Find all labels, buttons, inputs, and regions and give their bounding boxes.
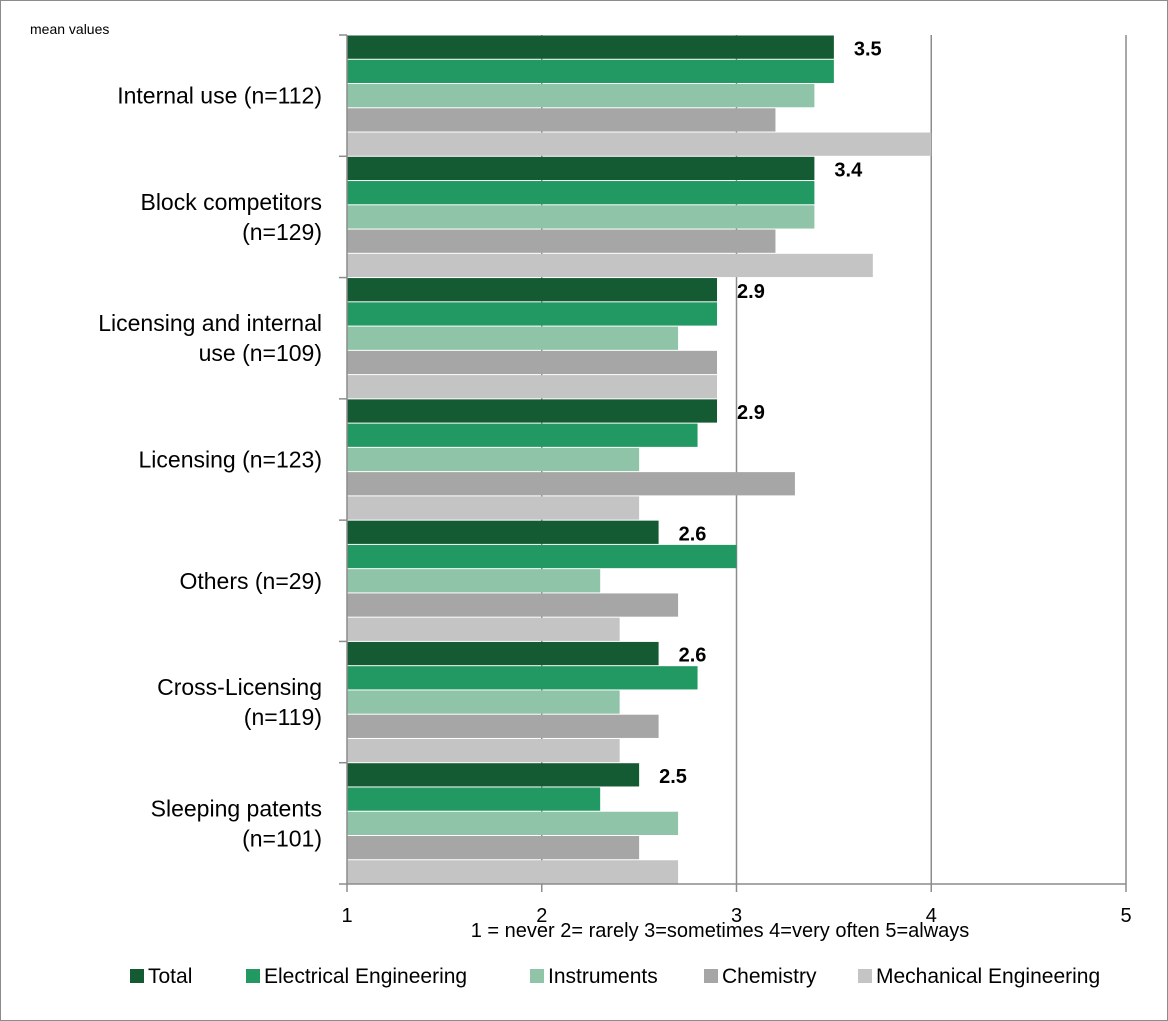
- x-tick-label: 2: [536, 905, 547, 927]
- category-label: (n=129): [242, 219, 322, 245]
- bar: [347, 544, 737, 569]
- bar: [347, 253, 873, 278]
- legend-swatch: [130, 969, 144, 983]
- y-axis-label: mean values: [30, 21, 109, 37]
- bar: [347, 59, 834, 84]
- bar: [347, 181, 815, 205]
- x-tick-label: 3: [731, 905, 742, 927]
- data-label: 2.6: [679, 523, 707, 545]
- category-label: Licensing and internal: [98, 310, 322, 336]
- category-label: Block competitors: [140, 189, 322, 215]
- bar: [347, 690, 620, 714]
- bar: [347, 835, 640, 860]
- bar: [347, 326, 679, 350]
- data-label: 2.9: [737, 402, 765, 424]
- bar: [347, 763, 640, 787]
- legend-swatch: [530, 969, 544, 983]
- labels: 1 2 3 4 5 3.5 Internal use (n=112) 3.4 Block com…: [98, 38, 1131, 927]
- category-label: Others (n=29): [179, 568, 322, 594]
- x-axis-label: 1 = never 2= rarely 3=sometimes 4=very o…: [471, 920, 970, 942]
- legend-label: Electrical Engineering: [264, 965, 467, 988]
- bar: [347, 496, 640, 520]
- bar: [347, 666, 698, 690]
- data-label: 3.4: [834, 160, 863, 182]
- bar: [347, 375, 718, 399]
- bar: [347, 399, 718, 423]
- legend-swatch: [858, 969, 872, 983]
- category-label: Cross-Licensing: [157, 674, 322, 700]
- bar: [347, 229, 776, 253]
- category-label: Licensing (n=123): [139, 447, 322, 473]
- bar: [347, 520, 659, 544]
- x-tick-label: 5: [1120, 905, 1131, 927]
- bar: [347, 714, 659, 738]
- legend-label: Instruments: [548, 965, 658, 988]
- bar: [347, 84, 815, 108]
- category-label: (n=119): [244, 704, 322, 730]
- axes: [339, 34, 1127, 892]
- bar: [347, 472, 795, 496]
- data-label: 3.5: [854, 38, 882, 60]
- bar: [347, 447, 640, 472]
- bar: [347, 35, 834, 59]
- category-label: use (n=109): [199, 340, 322, 366]
- legend-label: Total: [148, 965, 192, 988]
- data-label: 2.6: [679, 645, 707, 667]
- category-label: (n=101): [242, 825, 322, 851]
- bar: [347, 569, 601, 593]
- bar: [347, 738, 620, 763]
- legend: Total Electrical Engineering Instruments Ch…: [130, 965, 1100, 988]
- bar: [347, 593, 679, 617]
- data-label: 2.5: [659, 766, 687, 788]
- bar: [347, 423, 698, 447]
- bar: [347, 787, 601, 811]
- legend-label: Mechanical Engineering: [876, 965, 1100, 988]
- category-label: Internal use (n=112): [117, 83, 322, 109]
- bar: [347, 278, 718, 302]
- x-tick-label: 1: [341, 905, 352, 927]
- legend-label: Chemistry: [722, 965, 817, 988]
- bar: [347, 860, 679, 884]
- bar: [347, 156, 815, 181]
- bar: [347, 617, 620, 641]
- legend-swatch: [704, 969, 718, 983]
- bar: [347, 302, 718, 326]
- x-tick-label: 4: [926, 905, 937, 927]
- bar: [347, 350, 718, 375]
- category-label: Sleeping patents: [151, 795, 322, 821]
- bar: [347, 811, 679, 835]
- legend-swatch: [246, 969, 260, 983]
- bar: [347, 108, 776, 132]
- data-label: 2.9: [737, 281, 765, 303]
- bar: [347, 132, 932, 156]
- bar: [347, 641, 659, 666]
- bar: [347, 205, 815, 229]
- bars: [347, 35, 932, 884]
